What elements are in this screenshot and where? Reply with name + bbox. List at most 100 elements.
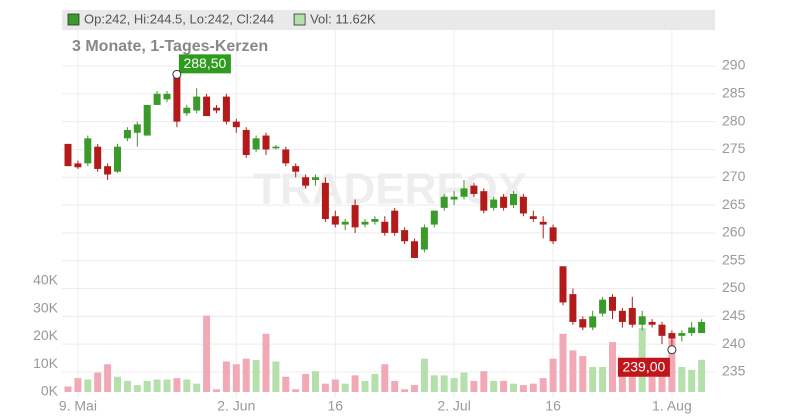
volume-bar bbox=[529, 383, 537, 392]
volume-bar bbox=[490, 380, 498, 392]
candle-body bbox=[163, 93, 171, 100]
legend-swatch bbox=[67, 13, 80, 26]
candle-body bbox=[440, 196, 448, 208]
candle-body bbox=[698, 321, 706, 334]
candle-body bbox=[143, 104, 151, 136]
volume-bar bbox=[312, 371, 319, 392]
y2-tick-label: 40K bbox=[33, 272, 59, 288]
volume-bar bbox=[579, 355, 587, 392]
candle-body bbox=[282, 149, 290, 164]
volume-bar bbox=[203, 315, 211, 392]
volume-bar bbox=[411, 385, 418, 392]
candle-body bbox=[658, 324, 666, 336]
candle-body bbox=[272, 146, 280, 149]
candle-body bbox=[341, 221, 349, 225]
candle-body bbox=[470, 185, 478, 194]
candle-body bbox=[203, 96, 211, 117]
volume-bar bbox=[74, 378, 82, 392]
volume-bar bbox=[500, 380, 508, 392]
candle-body bbox=[262, 135, 270, 150]
candle-body bbox=[331, 216, 339, 225]
candle-body bbox=[420, 227, 428, 250]
candle-body bbox=[153, 93, 161, 105]
volume-bar bbox=[628, 364, 636, 392]
candle-body bbox=[104, 166, 112, 175]
y2-tick-label: 0K bbox=[41, 383, 59, 399]
candle-body bbox=[84, 138, 92, 164]
volume-bar bbox=[391, 380, 399, 392]
candle-body bbox=[74, 163, 82, 168]
candle-body bbox=[688, 327, 696, 334]
candle-body bbox=[123, 129, 131, 139]
candle-body bbox=[569, 294, 577, 322]
candle-body bbox=[450, 196, 458, 200]
candle-body bbox=[232, 121, 240, 128]
volume-bar bbox=[450, 378, 458, 392]
candle-body bbox=[609, 296, 616, 311]
volume-bar bbox=[381, 364, 389, 392]
y-tick-label: 285 bbox=[722, 85, 746, 101]
volume-bar bbox=[321, 383, 329, 392]
volume-bar bbox=[302, 373, 310, 392]
candle-body bbox=[173, 77, 181, 122]
volume-bar bbox=[232, 364, 240, 392]
candle-body bbox=[480, 191, 488, 211]
candle-body bbox=[183, 107, 191, 114]
volume-bar bbox=[114, 376, 121, 392]
candle-body bbox=[64, 143, 72, 167]
candle-body bbox=[321, 182, 329, 219]
volume-bar bbox=[460, 372, 468, 392]
candle-body bbox=[668, 333, 676, 339]
volume-bar bbox=[331, 379, 339, 392]
x-tick-label: 2. Jun bbox=[217, 398, 255, 414]
volume-bar bbox=[549, 358, 557, 392]
candle-body bbox=[193, 96, 201, 111]
y-tick-label: 255 bbox=[722, 251, 746, 267]
volume-bar bbox=[153, 379, 161, 392]
candle-body bbox=[539, 221, 547, 225]
candle-body bbox=[302, 177, 310, 186]
candle-body bbox=[292, 166, 300, 172]
volume-bar bbox=[658, 364, 666, 392]
candle-body bbox=[519, 196, 527, 214]
candle-body bbox=[559, 266, 567, 303]
candle-body bbox=[618, 310, 626, 322]
legend-swatch bbox=[293, 13, 306, 26]
candle-body bbox=[460, 188, 468, 197]
candle-body bbox=[628, 308, 636, 325]
candle-body bbox=[490, 199, 498, 208]
volume-bar bbox=[510, 383, 517, 392]
y-tick-label: 240 bbox=[722, 335, 746, 351]
candle-body bbox=[252, 138, 260, 150]
candle-body bbox=[401, 230, 409, 242]
y2-tick-label: 20K bbox=[33, 327, 59, 343]
candle-body bbox=[549, 227, 557, 242]
subtitle: 3 Monate, 1-Tages-Kerzen bbox=[72, 38, 268, 55]
legend-label: Vol: 11.62K bbox=[310, 11, 376, 26]
volume-bar bbox=[272, 361, 280, 392]
annotation-box bbox=[178, 54, 231, 74]
volume-bar bbox=[163, 379, 171, 392]
volume-bar bbox=[143, 380, 151, 392]
volume-bar bbox=[242, 358, 250, 392]
plot-area bbox=[62, 10, 715, 398]
annotation-label: 239,00 bbox=[622, 358, 665, 374]
y-tick-label: 270 bbox=[722, 168, 746, 184]
y-tick-label: 260 bbox=[722, 224, 746, 240]
candle-body bbox=[381, 221, 389, 233]
volume-bar bbox=[648, 376, 656, 392]
volume-bar bbox=[133, 385, 141, 392]
candle-body bbox=[391, 210, 399, 233]
candle-body bbox=[510, 193, 517, 206]
volume-bar bbox=[222, 361, 230, 392]
volume-bar bbox=[84, 379, 92, 392]
x-tick-label: 16 bbox=[328, 398, 344, 414]
volume-bar bbox=[668, 339, 676, 392]
volume-bar bbox=[698, 359, 706, 392]
y-tick-label: 250 bbox=[722, 279, 746, 295]
candle-body bbox=[638, 316, 646, 325]
volume-bar bbox=[539, 378, 547, 392]
candle-body bbox=[371, 219, 379, 222]
